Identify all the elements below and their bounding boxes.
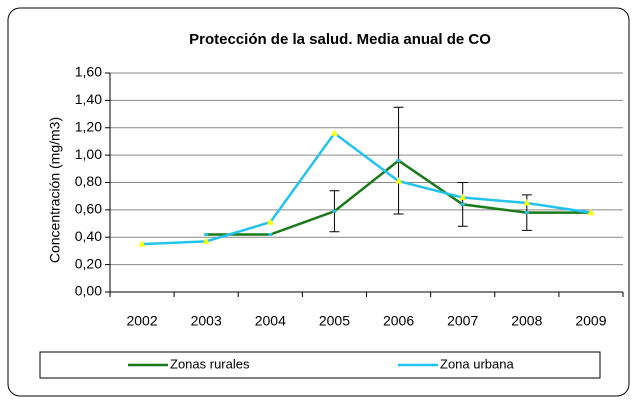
chart-frame [7,7,630,397]
y-tick-label: 0,80 [75,173,102,189]
x-tick-label: 2009 [575,313,606,329]
x-tick-label: 2003 [191,313,222,329]
legend-label: Zonas rurales [170,356,250,371]
y-tick-label: 0,00 [75,283,102,299]
legend-label: Zona urbana [440,356,514,371]
marker [266,218,274,225]
marker [396,159,401,163]
marker [138,240,146,247]
y-tick-label: 0,60 [75,201,102,217]
marker [330,129,338,136]
y-axis-label: Concentración (mg/m3) [47,117,63,263]
x-tick-label: 2005 [319,313,350,329]
marker [204,233,209,237]
marker [524,211,529,215]
y-tick-label: 1,40 [75,91,102,107]
legend-box [39,351,601,379]
marker [268,233,273,237]
chart-title: Protección de la salud. Media anual de C… [189,31,491,48]
marker [202,237,210,244]
marker [332,209,337,213]
x-tick-label: 2007 [447,313,478,329]
marker [395,177,403,184]
y-tick-label: 1,00 [75,146,102,162]
y-tick-label: 1,20 [75,118,102,134]
marker [587,208,595,216]
marker [460,202,465,206]
x-tick-label: 2002 [126,313,157,329]
y-tick-label: 0,40 [75,228,102,244]
series-line [142,131,592,246]
y-tick-label: 1,60 [75,64,102,80]
x-tick-label: 2006 [383,313,414,329]
x-tick-label: 2008 [511,313,542,329]
marker [523,199,531,206]
marker [459,193,467,201]
y-tick-label: 0,20 [75,255,102,271]
x-tick-label: 2004 [255,313,286,329]
